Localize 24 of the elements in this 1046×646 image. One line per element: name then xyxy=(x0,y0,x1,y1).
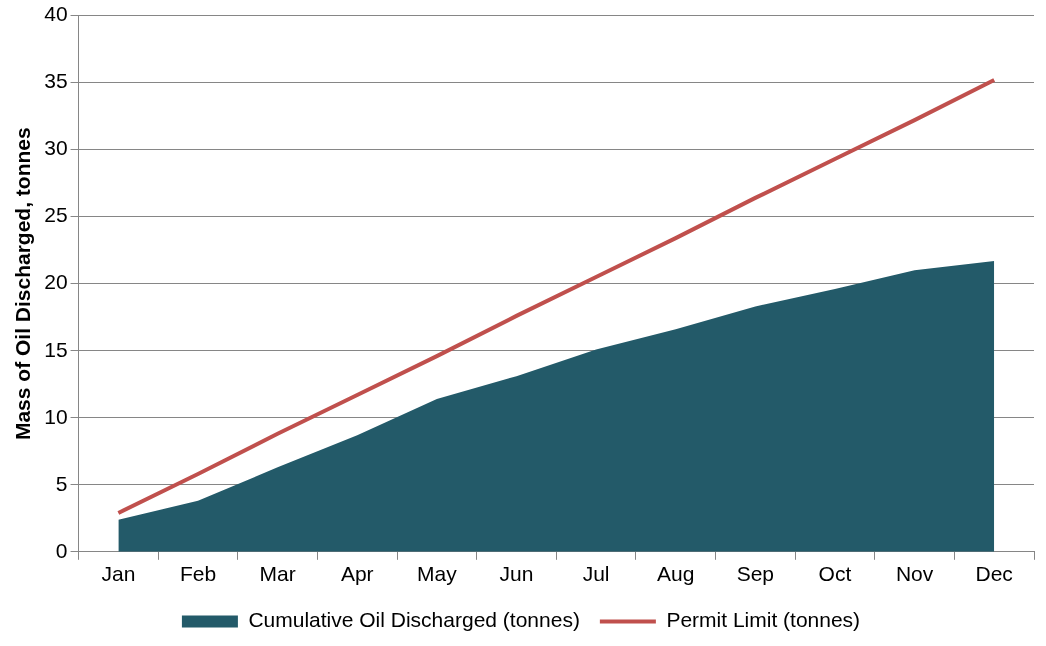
x-tick-label: Sep xyxy=(736,562,775,586)
y-tick-label: 15 xyxy=(44,337,68,361)
x-tick-label: Jun xyxy=(499,562,534,586)
x-tick-label: Feb xyxy=(179,562,217,586)
y-axis-title: Mass of Oil Discharged, tonnes xyxy=(11,127,35,441)
y-tick-label: 25 xyxy=(44,203,68,227)
x-tick-label: May xyxy=(417,562,458,586)
y-tick-label: 35 xyxy=(44,69,68,93)
x-tick-label: Jan xyxy=(101,562,136,586)
y-tick-label: 30 xyxy=(44,136,68,160)
x-tick-label: Jul xyxy=(582,562,610,586)
y-tick-label: 10 xyxy=(44,404,68,428)
y-tick-label: 5 xyxy=(55,471,68,495)
y-tick-label: 0 xyxy=(55,538,68,562)
x-tick-label: Mar xyxy=(259,562,296,586)
x-tick-label: Nov xyxy=(895,562,934,586)
x-tick-label: Apr xyxy=(340,562,374,586)
y-tick-label: 40 xyxy=(44,2,68,26)
legend-label: Permit Limit (tonnes) xyxy=(666,608,861,632)
x-tick-label: Oct xyxy=(818,562,852,586)
y-tick-label: 20 xyxy=(44,270,68,294)
legend-label: Cumulative Oil Discharged (tonnes) xyxy=(248,608,580,632)
x-tick-label: Dec xyxy=(975,562,1013,586)
x-tick-label: Aug xyxy=(657,562,695,586)
